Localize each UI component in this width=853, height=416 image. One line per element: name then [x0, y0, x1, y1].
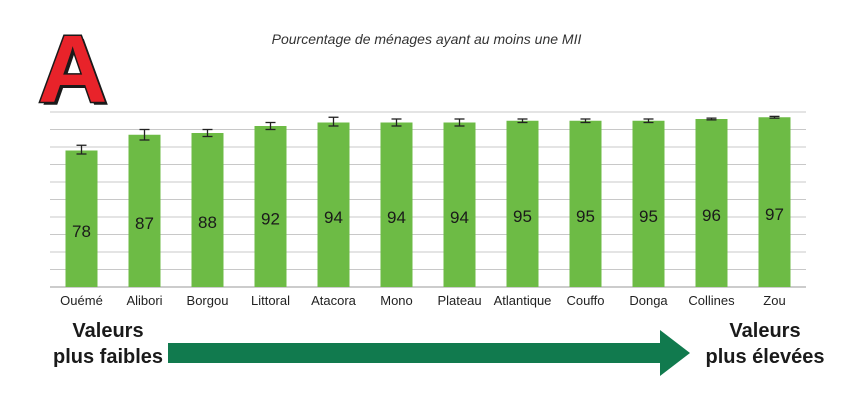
labels: 78 Ouémé 87 Alibori 88 Borgou 92 Littoral 94 Atac…	[60, 205, 786, 308]
x-tick-label-6: Plateau	[437, 293, 481, 308]
data-label-1: 87	[135, 214, 154, 233]
bar-0	[65, 150, 98, 287]
data-label-4: 94	[324, 208, 343, 227]
data-label-2: 88	[198, 213, 217, 232]
bars	[65, 115, 791, 287]
panel-letter: A	[36, 16, 108, 123]
bar-2	[191, 133, 224, 287]
bar-11	[758, 117, 791, 287]
x-tick-label-7: Atlantique	[494, 293, 552, 308]
data-label-6: 94	[450, 208, 469, 227]
high-values-line2: plus élevées	[705, 346, 825, 368]
x-tick-label-11: Zou	[763, 293, 785, 308]
data-label-8: 95	[576, 207, 595, 226]
x-tick-label-2: Borgou	[187, 293, 229, 308]
low-values-line1: Valeurs	[72, 320, 144, 342]
bar-5	[380, 122, 413, 287]
chart-title: Pourcentage de ménages ayant au moins un…	[271, 31, 582, 47]
low-values-line2: plus faibles	[52, 346, 164, 368]
data-label-11: 97	[765, 205, 784, 224]
x-tick-label-4: Atacora	[311, 293, 357, 308]
bar-8	[569, 120, 602, 287]
data-label-3: 92	[261, 210, 280, 229]
data-label-0: 78	[72, 222, 91, 241]
bar-1	[128, 134, 161, 287]
x-tick-label-8: Couffo	[566, 293, 604, 308]
grid-lines	[50, 111, 806, 288]
bar-10	[695, 119, 728, 287]
data-label-10: 96	[702, 206, 721, 225]
low-values-label: Valeurs plus faibles	[38, 318, 178, 370]
x-tick-label-10: Collines	[688, 293, 735, 308]
bar-9	[632, 120, 665, 287]
data-label-5: 94	[387, 208, 406, 227]
trend-arrow-icon	[168, 330, 690, 376]
x-tick-label-1: Alibori	[126, 293, 162, 308]
data-label-9: 95	[639, 207, 658, 226]
high-values-line1: Valeurs	[729, 320, 801, 342]
data-label-7: 95	[513, 207, 532, 226]
bar-7	[506, 120, 539, 287]
x-tick-label-9: Donga	[629, 293, 668, 308]
x-tick-label-3: Littoral	[251, 293, 290, 308]
x-tick-label-0: Ouémé	[60, 293, 103, 308]
bar-3	[254, 126, 287, 287]
high-values-label: Valeurs plus élevées	[690, 318, 840, 370]
bar-6	[443, 122, 476, 287]
x-tick-label-5: Mono	[380, 293, 413, 308]
bar-4	[317, 122, 350, 287]
